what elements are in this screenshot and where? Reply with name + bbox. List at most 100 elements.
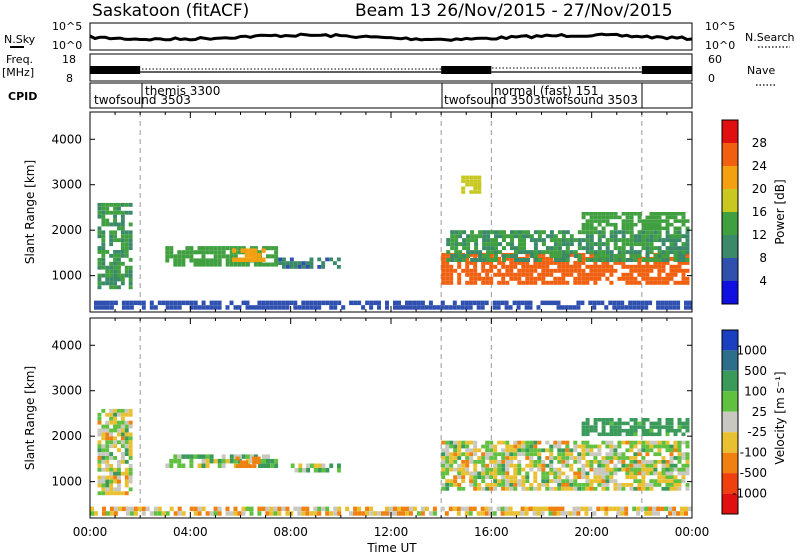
echo-cell [616,506,621,512]
echo-cell [632,305,637,310]
echo-cell [510,246,514,251]
colorbar-tick-label: -100 [740,446,767,460]
echo-cell [313,305,318,310]
echo-cell [585,264,590,269]
echo-cell [445,444,450,449]
echo-cell [125,305,130,310]
echo-cell [128,234,133,239]
echo-cell [209,250,214,255]
echo-cell [141,506,146,512]
echo-cell [517,260,522,265]
echo-cell [466,238,471,243]
echo-cell [313,511,318,516]
beam-date-title: Beam 13 26/Nov/2015 - 27/Nov/2015 [355,1,673,21]
echo-cell [317,506,322,512]
echo-cell [609,444,614,449]
echo-cell [549,260,554,265]
echo-cell [294,468,299,473]
echo-cell [533,471,538,476]
echo-cell [645,483,650,487]
echo-cell [405,300,409,306]
echo-cell [661,219,666,223]
echo-cell [504,511,509,516]
echo-cell [513,463,518,468]
echo-cell [677,238,682,243]
echo-cell [120,471,125,476]
echo-cell [653,219,658,223]
echo-cell [518,246,522,251]
echo-cell [225,258,230,263]
echo-cell [569,268,574,273]
echo-cell [537,238,542,243]
echo-cell [474,234,479,239]
echo-cell [677,260,682,265]
echo-cell [673,212,678,216]
echo-cell [453,268,458,273]
echo-cell [605,212,610,216]
echo-cell [197,262,202,267]
echo-cell [509,448,514,453]
echo-cell [637,483,642,487]
echo-cell [105,444,110,449]
echo-cell [416,300,421,306]
echo-cell [601,230,606,235]
echo-cell [565,452,570,457]
echo-cell [101,202,106,207]
echo-cell [241,246,246,251]
echo-cell [521,272,526,277]
echo-cell [621,230,626,235]
echo-cell [672,506,677,512]
echo-cell [589,467,594,472]
echo-cell [681,425,686,429]
echo-cell [597,467,602,472]
echo-cell [357,506,362,512]
echo-cell [673,479,678,483]
echo-cell [617,258,622,262]
echo-cell [533,463,538,468]
echo-cell [677,421,682,426]
echo-cell [521,475,526,480]
echo-cell [509,268,514,273]
echo-cell [641,258,646,262]
echo-cell [489,448,494,453]
echo-cell [556,511,561,516]
echo-cell [561,440,566,445]
echo-cell [225,246,230,251]
echo-cell [478,258,483,262]
echo-cell [109,261,114,266]
colorbar-swatch [722,452,738,474]
echo-cell [445,280,450,285]
echo-cell [552,506,557,512]
echo-cell [193,454,198,459]
echo-cell [232,257,237,262]
echo-cell [460,300,465,306]
echo-cell [432,511,437,516]
echo-cell [681,268,686,273]
echo-cell [621,428,626,433]
echo-cell [225,305,230,310]
x-tick-label: 00:00 [675,525,710,539]
echo-cell [509,260,514,265]
echo-cell [545,475,550,480]
echo-cell [585,242,590,247]
echo-cell [193,250,198,255]
echo-cell [597,219,602,223]
echo-cell [120,230,125,235]
echo-cell [169,254,174,259]
echo-cell [285,511,290,516]
echo-cell [481,456,486,460]
echo-cell [553,471,558,476]
echo-cell [128,210,133,215]
echo-cell [245,454,250,459]
echo-cell [597,272,602,277]
echo-cell [469,260,474,265]
echo-cell [641,483,646,487]
echo-cell [441,264,446,269]
echo-cell [585,479,590,483]
echo-cell [277,305,282,310]
echo-cell [450,242,455,247]
echo-cell [229,254,234,259]
y-tick-label: 2000 [51,429,82,443]
